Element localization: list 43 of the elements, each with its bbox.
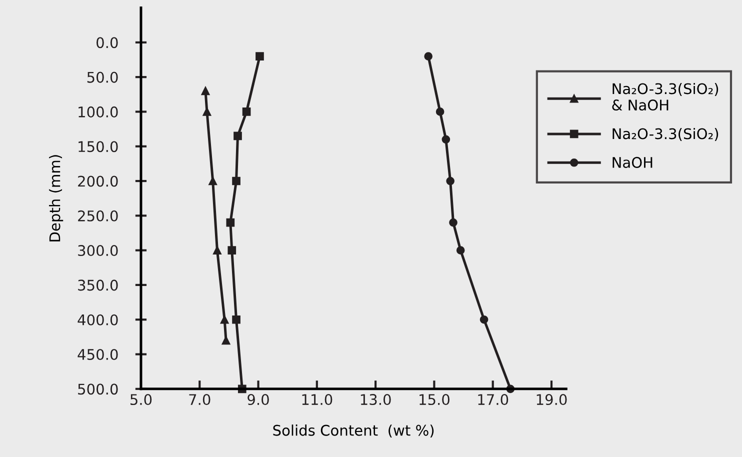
- y-tick-label: 0.0: [96, 37, 118, 48]
- x-tick-label: 11.0: [302, 394, 332, 406]
- y-tick-label: 450.0: [78, 348, 118, 360]
- y-tick-label: 400.0: [78, 314, 118, 326]
- x-axis-title: Solids Content (wt %): [273, 424, 434, 438]
- legend-label: NaOH: [612, 156, 652, 168]
- x-tick-label: 9.0: [248, 394, 269, 406]
- point: [436, 108, 444, 116]
- point: [226, 218, 235, 227]
- point: [232, 176, 240, 186]
- x-tick-label: 7.0: [189, 394, 210, 406]
- point: [446, 176, 454, 186]
- point: [232, 315, 240, 324]
- y-tick-label: 250.0: [78, 210, 118, 222]
- x-tick-label: 17.0: [478, 394, 508, 406]
- y-tick-label: 200.0: [78, 176, 118, 187]
- point: [449, 218, 458, 227]
- y-tick-label: 350.0: [78, 280, 118, 291]
- point: [228, 246, 236, 254]
- point: [442, 135, 450, 144]
- y-tick-label: 100.0: [78, 106, 118, 118]
- x-tick-label: 15.0: [420, 394, 450, 406]
- y-tick-label: 500.0: [78, 384, 118, 395]
- point: [480, 315, 488, 324]
- point: [201, 86, 210, 96]
- point: [256, 52, 264, 60]
- point: [456, 246, 465, 254]
- point: [234, 132, 242, 140]
- point: [424, 52, 432, 60]
- x-tick-label: 13.0: [360, 394, 391, 406]
- y-tick-label: 150.0: [78, 141, 118, 152]
- legend-label: Na₂O-3.3(SiO₂) & NaOH: [612, 82, 718, 111]
- point: [213, 246, 222, 254]
- legend-label: Na₂O-3.3(SiO₂): [612, 128, 718, 141]
- x-tick-label: 5.0: [130, 394, 152, 406]
- point: [208, 176, 217, 186]
- point: [202, 108, 212, 116]
- x-tick-label: 19.0: [536, 394, 567, 406]
- y-tick-label: 50.0: [87, 72, 118, 83]
- point: [220, 315, 229, 324]
- y-axis-title: Depth (mm): [49, 155, 64, 242]
- point: [242, 108, 251, 116]
- y-tick-label: 300.0: [78, 245, 118, 256]
